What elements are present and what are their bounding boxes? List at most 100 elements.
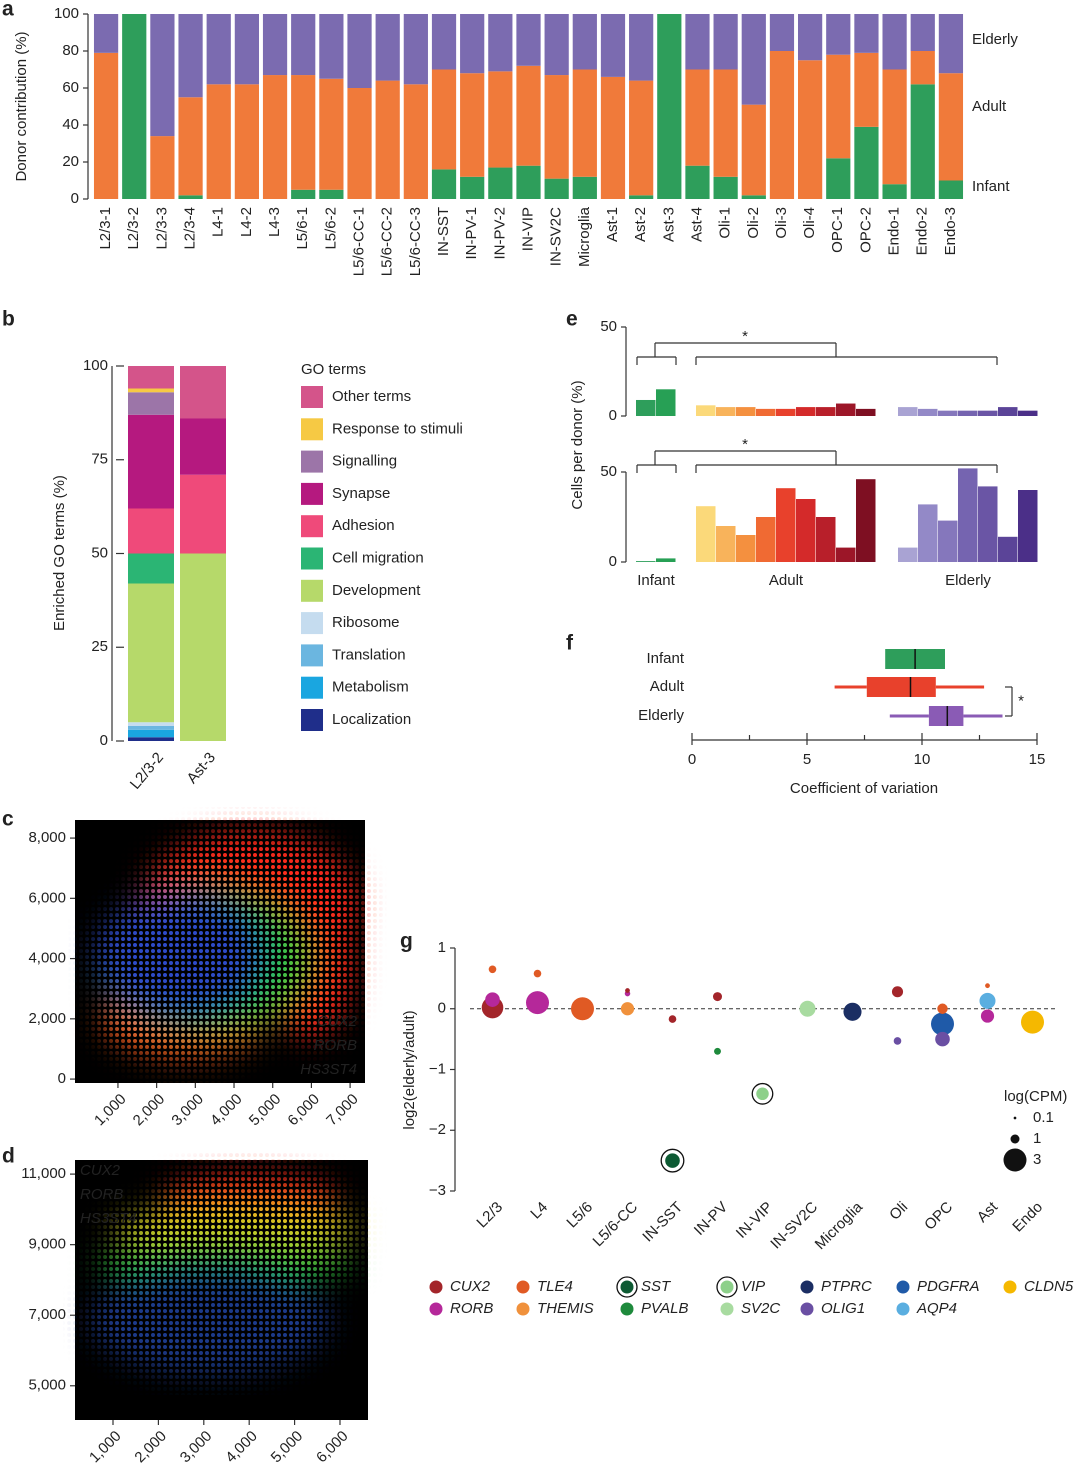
legend-swatch: [1003, 1280, 1017, 1294]
legend-swatch: [620, 1280, 634, 1294]
bar: [636, 399, 656, 416]
legend-swatch: [301, 547, 323, 570]
x-tick-label: Oli: [886, 1199, 911, 1224]
panel-label: g: [400, 930, 413, 953]
bar: [716, 526, 736, 562]
x-tick-label: Ast-3: [660, 207, 677, 242]
x-tick-label: 6,000: [313, 1428, 352, 1467]
point: [756, 1087, 769, 1101]
y-tick-label: 11,000: [21, 1165, 66, 1182]
legend-swatch: [720, 1302, 734, 1316]
x-tick-label: L4-1: [210, 207, 227, 237]
bar-segment: [128, 553, 174, 584]
bar-segment: [180, 418, 226, 475]
x-tick-label: Ast-4: [688, 207, 705, 242]
bar: [998, 407, 1018, 416]
bar: [1018, 410, 1038, 416]
x-tick-label: L5/6-CC-3: [407, 207, 424, 276]
x-tick-label: IN-VIP: [519, 207, 536, 251]
bar: [856, 408, 876, 416]
panel-label: a: [2, 0, 14, 21]
bar-segment: [347, 88, 372, 199]
x-tick-label: 4,000: [207, 1091, 246, 1130]
bar-segment: [150, 136, 175, 199]
legend-swatch: [516, 1280, 530, 1294]
legend-swatch: [301, 676, 323, 699]
legend-swatch: [301, 418, 323, 441]
bar: [1018, 490, 1038, 562]
point: [526, 991, 549, 1015]
x-tick-label: Endo-2: [914, 207, 931, 255]
x-tick-label: IN-PV-1: [463, 207, 480, 260]
box: [928, 706, 964, 726]
bar-segment: [572, 176, 597, 199]
legend-swatch: [301, 386, 323, 408]
bar-segment: [128, 388, 174, 393]
x-tick-label: 5,000: [268, 1428, 307, 1467]
bar-segment: [488, 167, 513, 199]
x-tick-label: IN-SV2C: [767, 1199, 821, 1253]
bar: [796, 499, 816, 562]
bar-segment: [375, 14, 400, 81]
legend-ring: [716, 1276, 738, 1298]
y-tick-label: 50: [91, 544, 108, 561]
point: [893, 1037, 902, 1045]
x-tick-label: Microglia: [576, 206, 593, 267]
point-ring: [751, 1082, 774, 1105]
legend-swatch: [896, 1302, 910, 1316]
bar-segment: [128, 508, 174, 554]
bar-segment: [128, 726, 174, 730]
y-tick-label: 25: [91, 638, 108, 655]
panel-label: f: [566, 632, 574, 655]
legend-label: CUX2: [317, 1013, 358, 1030]
bar: [958, 468, 978, 562]
bar-segment: [741, 104, 766, 196]
point: [713, 992, 722, 1002]
legend-swatch: [301, 515, 323, 538]
x-tick-label: L5/6: [563, 1199, 596, 1232]
bar: [938, 520, 958, 562]
bar-segment: [910, 51, 935, 85]
bar: [636, 561, 656, 562]
y-tick-label: 50: [600, 318, 617, 335]
y-tick-label: 60: [62, 79, 79, 96]
x-tick-label: 1,000: [86, 1428, 125, 1467]
bar-segment: [657, 14, 682, 199]
point: [979, 992, 996, 1009]
bar: [978, 486, 998, 562]
bar-segment: [882, 184, 907, 199]
legend-swatch: [620, 1302, 634, 1316]
bar-segment: [516, 165, 541, 199]
bar-segment: [826, 158, 851, 199]
point: [980, 1009, 995, 1023]
x-tick-label: IN-PV-2: [491, 207, 508, 260]
bar: [656, 389, 676, 416]
point: [620, 1002, 635, 1016]
x-tick-label: L2/3-3: [153, 207, 170, 250]
legend-label: TLE4: [537, 1278, 573, 1295]
bar-segment: [882, 14, 907, 70]
bar-segment: [178, 97, 203, 196]
bar-segment: [178, 195, 203, 199]
x-tick-label: Microglia: [812, 1198, 867, 1253]
y-tick-label: 6,000: [28, 889, 66, 906]
bar-segment: [741, 14, 766, 105]
y-axis-label: Donor contribution (%): [13, 31, 30, 181]
bar-segment: [544, 178, 569, 199]
legend-label: Signalling: [332, 453, 397, 470]
point: [931, 1012, 954, 1036]
bar-segment: [910, 14, 935, 51]
legend-label: CUX2: [80, 1162, 121, 1179]
legend-swatch: [301, 612, 323, 635]
x-tick-label: L4-3: [266, 207, 283, 237]
point: [571, 997, 594, 1021]
point: [935, 1031, 950, 1047]
bar-segment: [460, 73, 485, 177]
legend-label: THEMIS: [537, 1300, 594, 1317]
legend-swatch: [896, 1280, 910, 1294]
bar-segment: [122, 14, 147, 199]
x-tick-label: 0: [688, 751, 696, 768]
x-tick-label: L5/6-CC-1: [351, 207, 368, 276]
bar-segment: [629, 195, 654, 199]
x-tick-label: L5/6-1: [294, 207, 311, 250]
